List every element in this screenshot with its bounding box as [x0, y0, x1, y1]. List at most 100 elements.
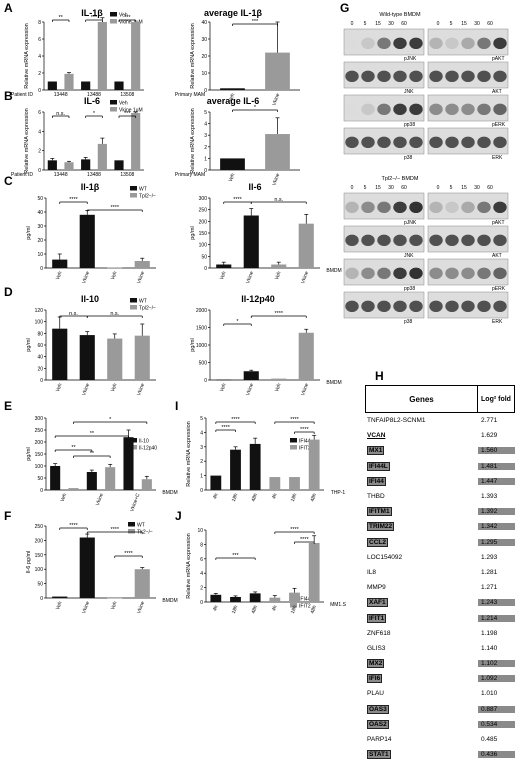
x-group-label: BMDM	[326, 268, 341, 274]
blot-band	[477, 300, 491, 313]
bar	[64, 162, 74, 170]
bar	[114, 160, 124, 170]
significance-label: ****	[300, 537, 309, 543]
blot-band	[409, 267, 423, 280]
gene-row: STAT1 0.436	[365, 747, 515, 762]
x-tick-label: Vkine+C	[129, 492, 141, 512]
log2-fold-value: 0.485	[481, 736, 498, 744]
legend-label: Tpl2−/−	[139, 306, 156, 312]
x-tick-label: Vkine	[245, 270, 255, 284]
legend-label: WT	[139, 299, 147, 305]
y-tick-label: 0	[204, 168, 207, 174]
timepoint-label: 5	[450, 21, 453, 27]
y-tick-label: 120	[35, 308, 44, 314]
timepoint-label: 30	[474, 185, 480, 191]
legend-swatch	[290, 445, 297, 450]
y-tick-label: 0	[204, 88, 207, 94]
y-tick-label: 0	[40, 596, 43, 602]
blot-label: p38	[404, 155, 413, 161]
bar	[220, 158, 245, 170]
bar	[308, 439, 320, 490]
log2-fold-value: 1.243	[478, 599, 515, 607]
legend-label: Veh	[119, 13, 128, 19]
timepoint-label: 5	[364, 185, 367, 191]
blot-band	[493, 300, 507, 313]
x-tick-label: Vkine	[136, 270, 146, 284]
gene-name: IL8	[367, 568, 377, 576]
genes-column-header: Genes	[366, 386, 478, 412]
x-tick-label: Veh	[110, 600, 119, 610]
y-tick-label: 4	[200, 430, 203, 436]
x-tick-label: 4h	[212, 604, 220, 611]
significance-label: n.s.	[56, 111, 65, 117]
x-tick-label: 48h	[310, 604, 319, 614]
blot-band	[445, 103, 459, 116]
y-tick-label: 2	[38, 149, 41, 155]
y-tick-label: 5	[200, 416, 203, 422]
gene-row: THBD 1.393	[365, 489, 515, 504]
x-group-label: BMDM	[162, 598, 177, 604]
legend-label: IFI44	[299, 439, 311, 445]
y-tick-label: 250	[35, 524, 44, 530]
gene-name: VCAN	[367, 432, 386, 440]
bar	[79, 537, 95, 598]
y-tick-label: 10	[37, 252, 43, 258]
panel-a-title: IL-1β	[81, 8, 103, 18]
blot-band	[429, 201, 443, 214]
panel-d-right-title: Il-12p40	[241, 294, 275, 304]
x-tick-label: Vkine	[271, 92, 281, 106]
log2-fold-value: 1.393	[481, 493, 498, 501]
y-tick-label: 0	[200, 488, 203, 494]
y-tick-label: 20	[37, 366, 43, 372]
timepoint-label: 60	[401, 21, 407, 27]
y-tick-label: 40	[37, 210, 43, 216]
y-axis-label: Relative mRNA expression	[186, 533, 192, 598]
blot-band	[393, 37, 407, 50]
blot-band	[445, 70, 459, 83]
y-tick-label: 10	[197, 528, 203, 534]
significance-label: ****	[124, 551, 133, 557]
panel-d-left-title: Il-10	[81, 294, 99, 304]
log2-fold-value: 2.771	[481, 417, 498, 425]
bar	[271, 264, 287, 268]
significance-label: ****	[274, 311, 283, 317]
bar	[230, 449, 241, 490]
panel-c-right-title: Il-6	[248, 182, 261, 192]
y-tick-label: 100	[35, 567, 44, 573]
y-axis-label: Relative mRNA expression	[24, 108, 30, 173]
blot-band	[361, 103, 375, 116]
panel-b-title: IL-6	[84, 96, 100, 106]
bar	[107, 267, 123, 269]
bar	[50, 466, 61, 490]
gene-row: MMP9 1.271	[365, 580, 515, 595]
x-tick-label: Veh	[219, 270, 228, 280]
x-tick-label: 18h	[231, 492, 240, 502]
bar	[243, 215, 259, 268]
log2-fold-value: 1.295	[478, 538, 515, 546]
blot-label: JNK	[404, 89, 414, 95]
y-tick-label: 0	[204, 266, 207, 272]
blot-band	[409, 234, 423, 247]
y-tick-label: 200	[35, 440, 44, 446]
x-group-label: BMDM	[162, 490, 177, 496]
blot-band	[461, 136, 475, 149]
y-tick-label: 50	[37, 582, 43, 588]
bar	[107, 338, 123, 380]
y-tick-label: 80	[37, 331, 43, 337]
gene-name: IFIT1	[367, 613, 387, 623]
y-tick-label: 0	[200, 600, 203, 606]
blot-band	[345, 136, 359, 149]
blot-band	[493, 103, 507, 116]
bar	[86, 472, 97, 490]
bar	[269, 597, 281, 602]
blot-title: Tpl2−/− BMDM	[382, 176, 419, 182]
log2-fold-value: 0.887	[478, 705, 515, 713]
y-tick-label: 1500	[196, 326, 207, 332]
bar	[289, 477, 300, 490]
legend-swatch	[130, 305, 137, 310]
timepoint-label: 30	[388, 185, 394, 191]
blot-band	[429, 70, 443, 83]
y-axis-label: pg/ml	[190, 226, 196, 239]
y-tick-label: 100	[35, 464, 44, 470]
y-tick-label: 10	[201, 71, 207, 77]
